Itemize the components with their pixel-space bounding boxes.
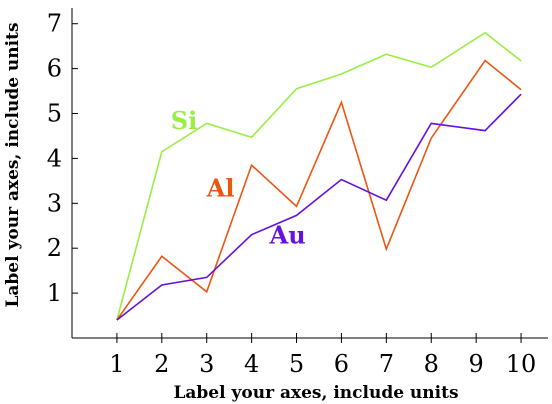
x-tick-label: 2 <box>154 350 169 378</box>
x-tick-label: 8 <box>424 350 439 378</box>
y-tick-label: 1 <box>47 279 62 307</box>
x-tick-label: 4 <box>244 350 259 378</box>
x-tick-label: 5 <box>289 350 304 378</box>
y-tick-label: 7 <box>47 10 62 38</box>
x-tick-label: 7 <box>379 350 394 378</box>
y-tick-label: 4 <box>47 144 62 172</box>
series-labels: Si Al Au <box>171 106 306 249</box>
y-tick-label: 2 <box>47 234 62 262</box>
y-tick-label: 6 <box>47 55 62 83</box>
series-label-au: Au <box>269 221 306 250</box>
series-line-al <box>116 59 522 321</box>
x-tick-label: 1 <box>109 350 124 378</box>
axes <box>71 8 548 339</box>
y-axis-title: Label your axes, include units <box>3 22 23 307</box>
series-lines <box>116 31 522 321</box>
series-line-au <box>116 93 522 321</box>
x-tick-label: 9 <box>469 350 484 378</box>
ticks: 1 2 3 4 5 6 7 1 2 3 4 5 6 7 8 9 10 <box>47 10 537 378</box>
y-tick-label: 3 <box>47 189 62 217</box>
x-axis-title: Label your axes, include units <box>173 383 458 403</box>
x-tick-label: 10 <box>506 350 537 378</box>
y-tick-label: 5 <box>47 100 62 128</box>
series-line-si <box>116 31 522 321</box>
series-label-si: Si <box>171 106 197 135</box>
x-tick-label: 6 <box>334 350 349 378</box>
x-tick-label: 3 <box>199 350 214 378</box>
series-label-al: Al <box>206 174 235 203</box>
